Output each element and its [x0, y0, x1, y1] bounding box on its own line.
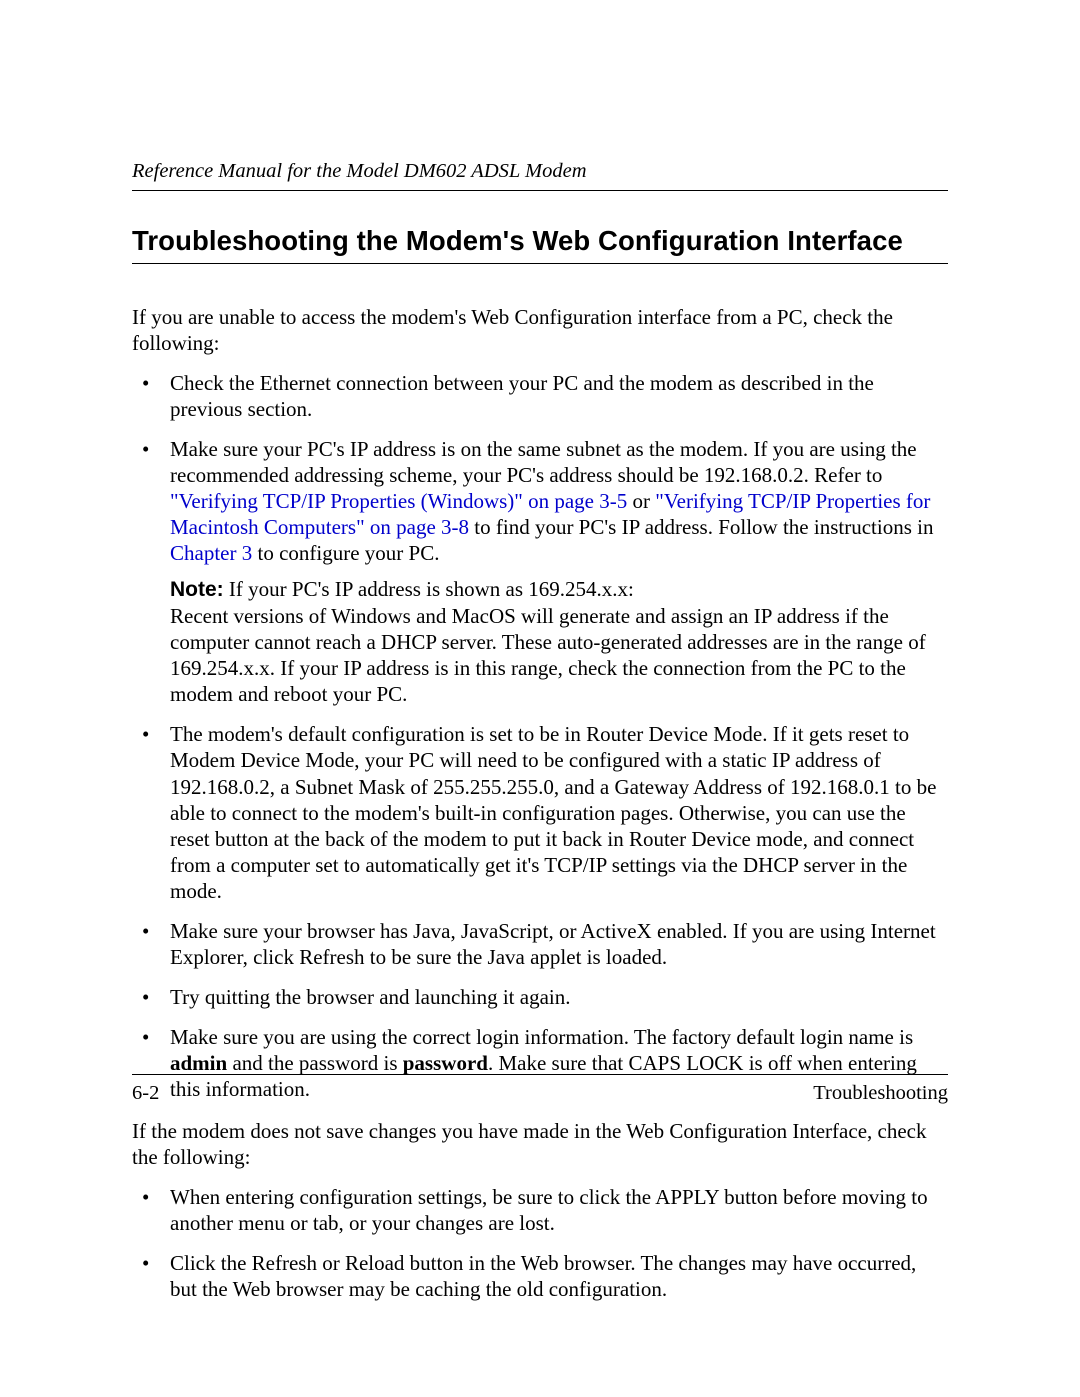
list-item: Check the Ethernet connection between yo…: [132, 370, 948, 422]
bullet-list-1: Check the Ethernet connection between yo…: [132, 370, 948, 1102]
intro-paragraph-1: If you are unable to access the modem's …: [132, 304, 948, 356]
note-body: Recent versions of Windows and MacOS wil…: [170, 604, 926, 706]
section-title: Troubleshooting the Modem's Web Configur…: [132, 225, 948, 264]
page: Reference Manual for the Model DM602 ADS…: [0, 0, 1080, 1397]
bullet-list-2: When entering configuration settings, be…: [132, 1184, 948, 1302]
link-chapter-3[interactable]: Chapter 3: [170, 541, 252, 565]
text-run: Make sure you are using the correct logi…: [170, 1025, 913, 1049]
list-item: When entering configuration settings, be…: [132, 1184, 948, 1236]
text-run: Make sure your PC's IP address is on the…: [170, 437, 917, 487]
list-item: Make sure your browser has Java, JavaScr…: [132, 918, 948, 970]
list-item: The modem's default configuration is set…: [132, 721, 948, 903]
note-lead: If your PC's IP address is shown as 169.…: [224, 577, 634, 601]
page-number: 6-2: [132, 1082, 159, 1105]
list-item: Make sure your PC's IP address is on the…: [132, 436, 948, 707]
body-content: If you are unable to access the modem's …: [132, 304, 948, 1302]
bold-password: password: [403, 1051, 488, 1075]
note-label: Note:: [170, 578, 224, 601]
intro-paragraph-2: If the modem does not save changes you h…: [132, 1118, 948, 1170]
list-item: Try quitting the browser and launching i…: [132, 984, 948, 1010]
running-header: Reference Manual for the Model DM602 ADS…: [132, 160, 948, 191]
text-run: to configure your PC.: [252, 541, 439, 565]
bold-admin: admin: [170, 1051, 227, 1075]
link-verify-windows[interactable]: "Verifying TCP/IP Properties (Windows)" …: [170, 489, 627, 513]
text-run: to find your PC's IP address. Follow the…: [469, 515, 933, 539]
text-run: and the password is: [227, 1051, 403, 1075]
footer-section: Troubleshooting: [813, 1082, 948, 1105]
note-block: Note: If your PC's IP address is shown a…: [170, 576, 948, 707]
page-footer: 6-2 Troubleshooting: [132, 1074, 948, 1105]
text-run: or: [627, 489, 655, 513]
list-item: Click the Refresh or Reload button in th…: [132, 1250, 948, 1302]
